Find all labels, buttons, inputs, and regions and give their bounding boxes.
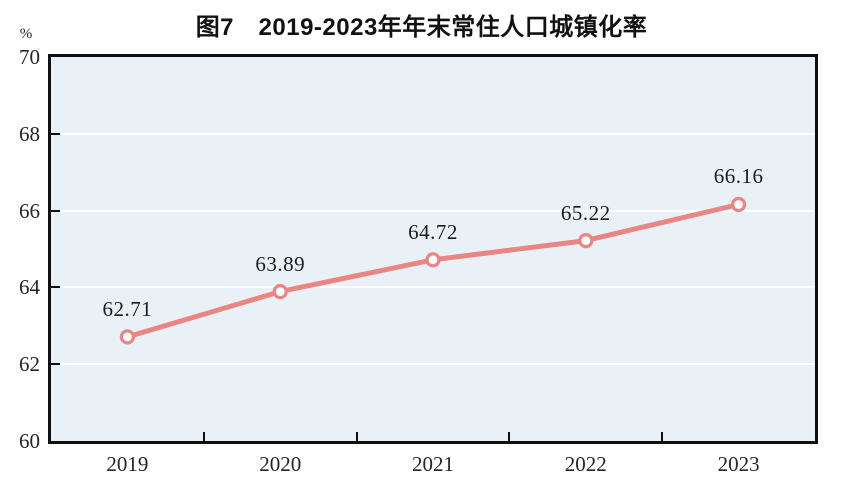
y-axis-tick-label: 68: [19, 121, 40, 146]
y-axis-tick: [51, 363, 60, 366]
data-point-marker: [119, 329, 136, 345]
x-axis-tick-label: 2021: [412, 452, 454, 476]
x-axis-tick: [661, 432, 664, 441]
x-axis-tick: [202, 432, 205, 441]
data-point-marker: [425, 252, 441, 268]
y-axis-tick: [51, 286, 60, 289]
data-point-label: 62.71: [102, 296, 153, 321]
data-point-marker: [730, 196, 747, 213]
plot-area: [48, 54, 818, 444]
data-point-label: 63.89: [255, 251, 306, 276]
chart-title: 图7 2019-2023年年末常住人口城镇化率: [195, 14, 648, 41]
y-axis-tick: [51, 209, 60, 212]
x-axis-tick: [508, 432, 511, 441]
x-axis-tick-label: 2023: [717, 452, 760, 476]
data-point-label: 65.22: [560, 200, 611, 225]
gridline: [51, 209, 815, 212]
data-point-marker: [272, 284, 288, 300]
y-axis-tick-label: 66: [19, 198, 40, 223]
y-axis-tick-label: 64: [19, 275, 40, 300]
gridline: [51, 132, 815, 135]
y-axis-unit-label: %: [19, 26, 33, 42]
y-axis-tick: [51, 132, 60, 135]
gridline: [51, 363, 815, 366]
line-series: [119, 196, 747, 345]
y-axis-tick-label: 60: [19, 429, 40, 453]
y-axis-tick-label: 62: [19, 352, 40, 377]
gridline: [51, 286, 815, 289]
data-point-label: 64.72: [408, 219, 458, 244]
data-point-label: 66.16: [713, 164, 764, 189]
data-point-marker: [578, 233, 594, 249]
y-axis-tick-label: 70: [19, 45, 40, 69]
x-axis-tick-label: 2022: [564, 452, 607, 476]
x-axis-tick-label: 2020: [259, 452, 302, 476]
x-axis-tick-label: 2019: [106, 452, 149, 476]
x-axis-tick: [355, 432, 358, 441]
